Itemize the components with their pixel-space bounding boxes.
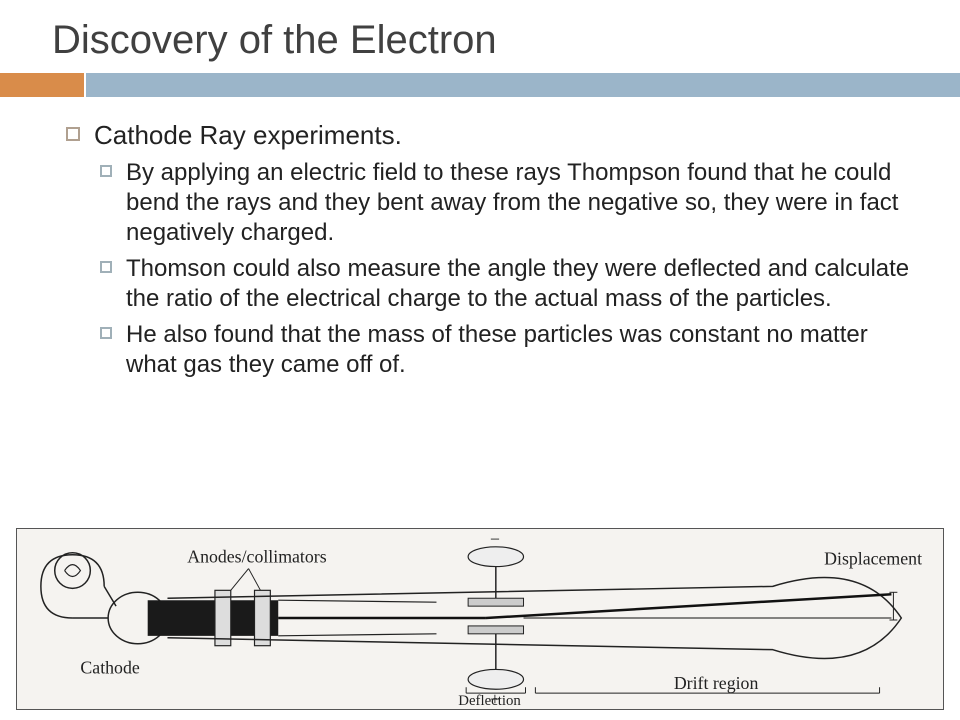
content-area: Cathode Ray experiments. By applying an … <box>0 97 960 380</box>
bullet-sub: Thomson could also measure the angle the… <box>66 254 920 314</box>
cathode-ray-diagram: Cathode Anodes/collimators − + Deflectio… <box>16 528 944 710</box>
bullet-sub: By applying an electric field to these r… <box>66 158 920 248</box>
slide-title: Discovery of the Electron <box>0 0 960 71</box>
bullet-square-icon <box>100 327 112 339</box>
bullet-sub-text: Thomson could also measure the angle the… <box>126 254 920 314</box>
bullet-square-icon <box>66 127 80 141</box>
bullet-main: Cathode Ray experiments. <box>66 119 920 152</box>
diagram-label-anodes: Anodes/collimators <box>187 547 326 567</box>
bullet-square-icon <box>100 165 112 177</box>
bullet-sub-text: He also found that the mass of these par… <box>126 320 920 380</box>
diagram-label-cathode: Cathode <box>80 657 139 677</box>
diagram-label-minus: − <box>490 529 500 549</box>
bullet-sub: He also found that the mass of these par… <box>66 320 920 380</box>
title-divider <box>0 73 960 97</box>
divider-orange-segment <box>0 73 86 97</box>
diagram-label-deflection: Deflection <box>458 693 521 709</box>
bullet-main-text: Cathode Ray experiments. <box>94 119 402 152</box>
diagram-label-drift: Drift region <box>674 673 759 693</box>
divider-blue-segment <box>86 73 960 97</box>
diagram-label-displacement: Displacement <box>824 549 922 569</box>
bullet-sub-text: By applying an electric field to these r… <box>126 158 920 248</box>
bullet-square-icon <box>100 261 112 273</box>
